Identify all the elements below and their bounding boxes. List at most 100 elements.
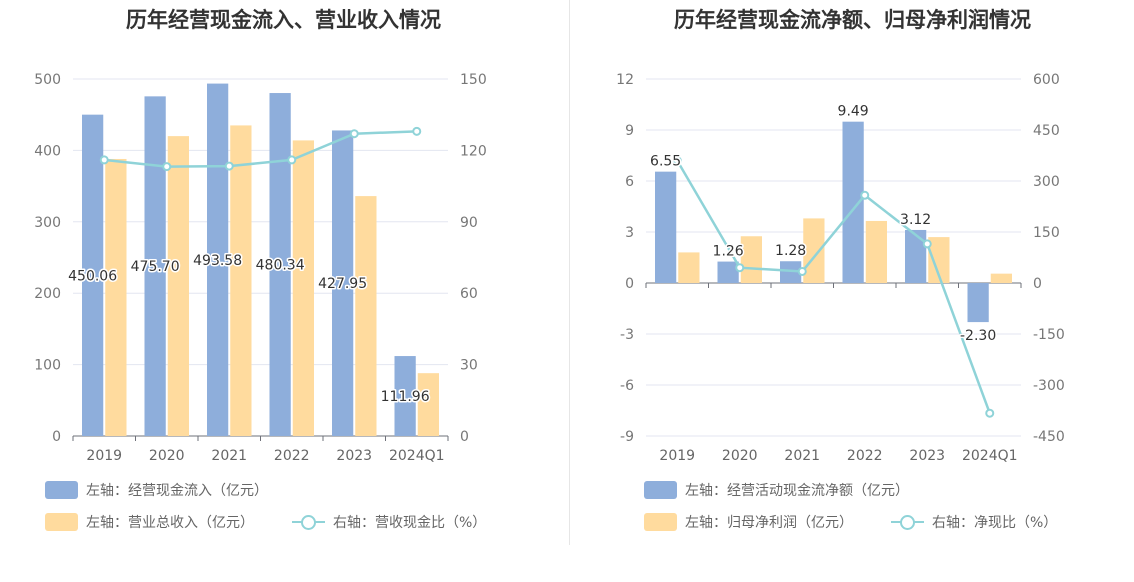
- bar-primary: [905, 229, 927, 283]
- data-label: 493.58: [193, 253, 242, 269]
- data-label: 475.70: [131, 259, 180, 275]
- data-label: 450.06: [68, 268, 117, 284]
- x-tick-label: 2019: [659, 448, 695, 464]
- chart-panel-net-cash-flow: 历年经营现金流净额、归母净利润情况 -9 -6 -3 0 3 6 9 12 -450 -300 -1…: [571, 0, 1134, 582]
- y-right-tick-label: 450: [1033, 123, 1060, 139]
- data-label: 480.34: [256, 258, 305, 274]
- chart-title: 历年经营现金流净额、归母净利润情况: [674, 8, 1031, 32]
- y-left-tick-label: 12: [616, 72, 634, 88]
- y-right-tick-label: 30: [460, 358, 478, 374]
- bar-primary: [269, 93, 291, 437]
- bar-primary: [82, 114, 104, 436]
- chart-plot-area: 0 100 200 300 400 500 0 30 60 90 120 150 2019 2020 202…: [34, 72, 487, 464]
- y-right-tick-label: -300: [1033, 378, 1065, 394]
- x-tick-label: 2022: [274, 448, 310, 464]
- y-left-tick-label: 6: [625, 174, 634, 190]
- x-tick-label: 2023: [336, 448, 372, 464]
- y-right-tick-label: 60: [460, 286, 478, 302]
- legend-item-cash-inflow[interactable]: 左轴：经营现金流入（亿元）: [45, 480, 268, 500]
- x-tick-label: 2021: [211, 448, 247, 464]
- bar-primary: [780, 261, 802, 283]
- line-series: [104, 130, 417, 168]
- bar-primary: [207, 83, 229, 437]
- y-left-tick-label: 300: [34, 215, 61, 231]
- x-tick-label: 2024Q1: [962, 448, 1018, 464]
- line-point: [412, 126, 422, 136]
- y-left-tick-label: 9: [625, 123, 634, 139]
- y-left-tick-label: 500: [34, 72, 61, 88]
- legend-label: 右轴：营收现金比（%）: [333, 515, 487, 531]
- y-right-tick-label: 120: [460, 143, 487, 159]
- bar-primary: [144, 96, 166, 437]
- chart-title: 历年经营现金流入、营业收入情况: [126, 8, 441, 32]
- y-left-tick-label: 0: [625, 276, 634, 292]
- y-left-tick-label: 0: [52, 429, 61, 445]
- line-point: [224, 161, 234, 171]
- bar-secondary: [803, 218, 825, 283]
- bar-primary: [717, 261, 739, 283]
- legend-item-net-profit[interactable]: 左轴：归母净利润（亿元）: [644, 512, 853, 532]
- y-left-tick-label: 400: [34, 143, 61, 159]
- bar-secondary: [678, 252, 700, 283]
- y-right-tick-label: 300: [1033, 174, 1060, 190]
- bar-secondary: [417, 373, 439, 436]
- y-right-tick-label: -150: [1033, 327, 1065, 343]
- line-point: [985, 408, 995, 418]
- legend-item-revenue[interactable]: 左轴：营业总收入（亿元）: [45, 512, 254, 532]
- chart-plot-area: -9 -6 -3 0 3 6 9 12 -450 -300 -150 0 150 300 450 600 201…: [616, 72, 1065, 464]
- y-left-tick-label: 200: [34, 286, 61, 302]
- data-label: 6.55: [650, 154, 681, 170]
- bar-secondary: [105, 158, 127, 436]
- legend-swatch-bar-icon: [644, 513, 677, 531]
- x-tick-label: 2022: [847, 448, 883, 464]
- legend-swatch-bar-icon: [45, 481, 78, 499]
- x-tick-label: 2020: [722, 448, 758, 464]
- y-left-tick-label: 100: [34, 358, 61, 374]
- line-series: [676, 159, 991, 414]
- x-tick-label: 2020: [149, 448, 185, 464]
- data-label: 427.95: [318, 276, 367, 292]
- legend-swatch-line-icon: [891, 513, 924, 531]
- data-label: 1.28: [775, 243, 806, 259]
- y-right-tick-label: 150: [1033, 225, 1060, 241]
- y-right-tick-label: 150: [460, 72, 487, 88]
- legend-item-net-cash-ratio[interactable]: 右轴：净现比（%）: [891, 512, 1057, 532]
- line-point: [672, 156, 682, 166]
- bar-secondary: [230, 125, 252, 436]
- legend-swatch-bar-icon: [644, 481, 677, 499]
- legend-swatch-bar-icon: [45, 513, 78, 531]
- legend-label: 左轴：经营活动现金流净额（亿元）: [685, 483, 909, 499]
- bar-secondary: [167, 136, 189, 436]
- bar-secondary: [990, 273, 1012, 283]
- data-label: 3.12: [900, 212, 931, 228]
- y-left-tick-label: -6: [620, 378, 634, 394]
- line-point: [99, 155, 109, 165]
- legend-label: 右轴：净现比（%）: [932, 515, 1058, 531]
- y-right-tick-label: 90: [460, 215, 478, 231]
- bar-primary: [394, 356, 416, 436]
- line-point: [797, 266, 807, 276]
- y-right-tick-label: 0: [460, 429, 469, 445]
- y-left-tick-label: 3: [625, 225, 634, 241]
- line-point: [349, 129, 359, 139]
- bar-primary: [655, 171, 677, 283]
- legend-label: 左轴：归母净利润（亿元）: [685, 515, 853, 531]
- legend-item-cash-ratio[interactable]: 右轴：营收现金比（%）: [292, 512, 486, 532]
- y-left-tick-label: -3: [620, 327, 634, 343]
- x-tick-label: 2021: [784, 448, 820, 464]
- line-point: [735, 263, 745, 273]
- bar-primary: [967, 283, 989, 323]
- line-point: [162, 162, 172, 172]
- y-right-tick-label: -450: [1033, 429, 1065, 445]
- y-right-tick-label: 0: [1033, 276, 1042, 292]
- bar-secondary: [292, 140, 314, 437]
- x-tick-label: 2023: [909, 448, 945, 464]
- data-label: 9.49: [838, 104, 869, 120]
- x-tick-label: 2024Q1: [389, 448, 445, 464]
- y-right-tick-label: 600: [1033, 72, 1060, 88]
- legend-item-net-cash-flow[interactable]: 左轴：经营活动现金流净额（亿元）: [644, 480, 909, 500]
- bar-secondary: [865, 220, 887, 283]
- legend-label: 左轴：营业总收入（亿元）: [86, 515, 254, 531]
- bar-primary: [842, 121, 864, 283]
- legend-label: 左轴：经营现金流入（亿元）: [86, 483, 268, 499]
